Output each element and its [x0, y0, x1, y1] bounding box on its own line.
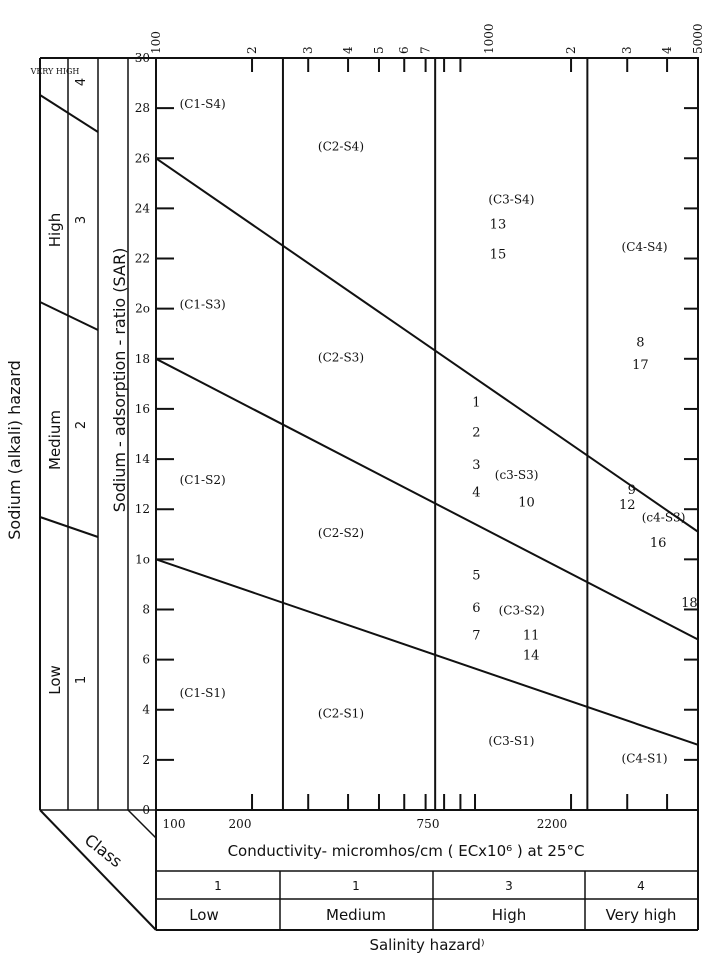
region-label: (C3-S4): [488, 192, 534, 206]
sample-point-label: 8: [636, 335, 644, 350]
salinity-class-name-medium: Medium: [326, 906, 386, 924]
sodium-class-number-3: 3: [74, 216, 89, 224]
top-x-tick-label: 7: [419, 46, 433, 54]
y-tick-label: 16: [135, 402, 150, 416]
y-tick-label: 14: [135, 452, 151, 466]
sample-point-label: 3: [472, 458, 480, 473]
salinity-class-boundaries: [281, 58, 589, 810]
salinity-hazard-panel: Class Conductivity- micromhos/cm ( ECx10…: [39, 809, 699, 954]
sample-point-label: 15: [490, 248, 507, 263]
sodium-class-name-low: Low: [46, 665, 64, 695]
y-tick-label: 6: [142, 653, 150, 667]
sodium-hazard-title: Sodium (alkali) hazard: [5, 360, 24, 539]
y-tick-label: 4: [142, 703, 150, 717]
bottom-x-tick-label: 750: [417, 817, 440, 831]
y-tick-label: 12: [135, 502, 150, 516]
y-tick-label: 18: [135, 352, 150, 366]
salinity-class-number-1: 1: [214, 879, 222, 893]
sample-point-label: 6: [472, 601, 480, 616]
sample-point-label: 5: [472, 568, 480, 583]
sample-point-label: 2: [472, 426, 480, 441]
sodium-class-name-medium: Medium: [46, 410, 64, 470]
bottom-x-tick-label: 2200: [537, 817, 568, 831]
class-label: Class: [81, 830, 126, 871]
top-x-tick-label: 5: [372, 46, 386, 54]
sodium-hazard-line: [155, 558, 699, 746]
region-labels: (C1-S4) (C1-S3) (C1-S2) (C1-S1) (C2-S4) (C2-S…: [180, 97, 686, 765]
sample-point-label: 12: [619, 498, 636, 513]
salinity-class-name-high: High: [492, 906, 526, 924]
sodium-class-number-1: 1: [74, 676, 89, 684]
region-label: (C2-S4): [318, 140, 364, 154]
region-label: (c4-S3): [642, 511, 686, 525]
y-tick-label: 1ο: [135, 552, 150, 566]
salinity-class-number-3: 3: [505, 879, 513, 893]
top-x-tick-label: 2: [564, 46, 578, 54]
top-conductivity-axis: 100 2 3 4 5 6 7 1000 2 3 4 5000: [149, 23, 703, 72]
region-label: (C1-S2): [180, 473, 226, 487]
bottom-x-tick-label: 200: [229, 817, 252, 831]
region-label: (C2-S2): [318, 526, 364, 540]
salinity-class-name-low: Low: [189, 906, 219, 924]
region-label: (C3-S1): [488, 734, 534, 748]
sodium-hazard-line: [155, 157, 699, 533]
y-tick-label: 2ο: [135, 302, 150, 316]
x-axis-label: Conductivity- micromhos/cm ( ECx10⁶ ) at…: [228, 842, 585, 860]
sodium-hazard-panel: Low Medium High VERY HIGH 1 2 3 4 Sodium…: [5, 57, 156, 811]
y-tick-label: 8: [142, 602, 150, 616]
plot-frame: [155, 57, 699, 811]
sodium-hazard-lines: [155, 157, 699, 746]
region-label: (C1-S3): [180, 298, 226, 312]
top-x-tick-label: 2: [245, 46, 259, 54]
bottom-x-tick-label: 100: [163, 817, 186, 831]
region-label: (C1-S1): [180, 686, 226, 700]
region-label: (C4-S1): [622, 751, 668, 765]
y-tick-label: 2: [142, 753, 150, 767]
region-label: (c3-S3): [495, 468, 539, 482]
top-x-tick-label: 5000: [691, 23, 703, 54]
salinity-class-number-4: 4: [637, 879, 645, 893]
region-label: (C2-S3): [318, 350, 364, 364]
top-x-tick-label: 4: [341, 46, 355, 54]
sample-point-label: 7: [472, 629, 480, 644]
salinity-class-name-very-high: Very high: [606, 906, 677, 924]
region-label: (C2-S1): [318, 706, 364, 720]
sample-point-label: 4: [472, 486, 480, 501]
top-x-tick-label: 4: [660, 46, 674, 54]
salinity-class-number-2: 1: [352, 879, 360, 893]
y-tick-label: 24: [135, 201, 151, 215]
y-axis-label: Sodium - adsorption - ratio (SAR): [110, 248, 129, 513]
top-x-tick-label: 100: [149, 31, 163, 54]
region-label: (C4-S4): [622, 240, 668, 254]
sample-point-label: 16: [650, 536, 667, 551]
top-x-tick-label: 6: [397, 46, 411, 54]
region-label: (C3-S2): [499, 603, 545, 617]
y-tick-label: 26: [135, 151, 150, 165]
sodium-class-number-2: 2: [74, 421, 89, 429]
top-x-tick-label: 1000: [482, 23, 496, 54]
salinity-hazard-title: Salinity hazard⁾: [369, 936, 484, 954]
sample-point-label: 13: [490, 217, 507, 232]
sodium-class-name-high: High: [46, 213, 64, 247]
sample-point-label: 9: [628, 483, 636, 498]
sodium-class-number-4: 4: [74, 78, 89, 86]
right-axis-ticks: [684, 57, 698, 761]
y-tick-label: 28: [135, 101, 150, 115]
sample-point-label: 1: [472, 395, 480, 410]
region-label: (C1-S4): [180, 97, 226, 111]
sodium-hazard-line: [155, 357, 699, 641]
top-x-tick-label: 3: [301, 46, 315, 54]
sample-point-label: 14: [523, 649, 540, 664]
sample-point-label: 17: [632, 358, 649, 373]
top-x-tick-label: 3: [620, 46, 634, 54]
y-tick-label: 22: [135, 252, 150, 266]
sample-point-label: 18: [681, 596, 698, 611]
sodium-class-name-very-high: VERY HIGH: [30, 67, 80, 76]
bottom-conductivity-axis: 100 200 750 2200: [155, 794, 699, 831]
sample-point-label: 11: [523, 629, 540, 644]
sample-point-label: 10: [518, 496, 535, 511]
